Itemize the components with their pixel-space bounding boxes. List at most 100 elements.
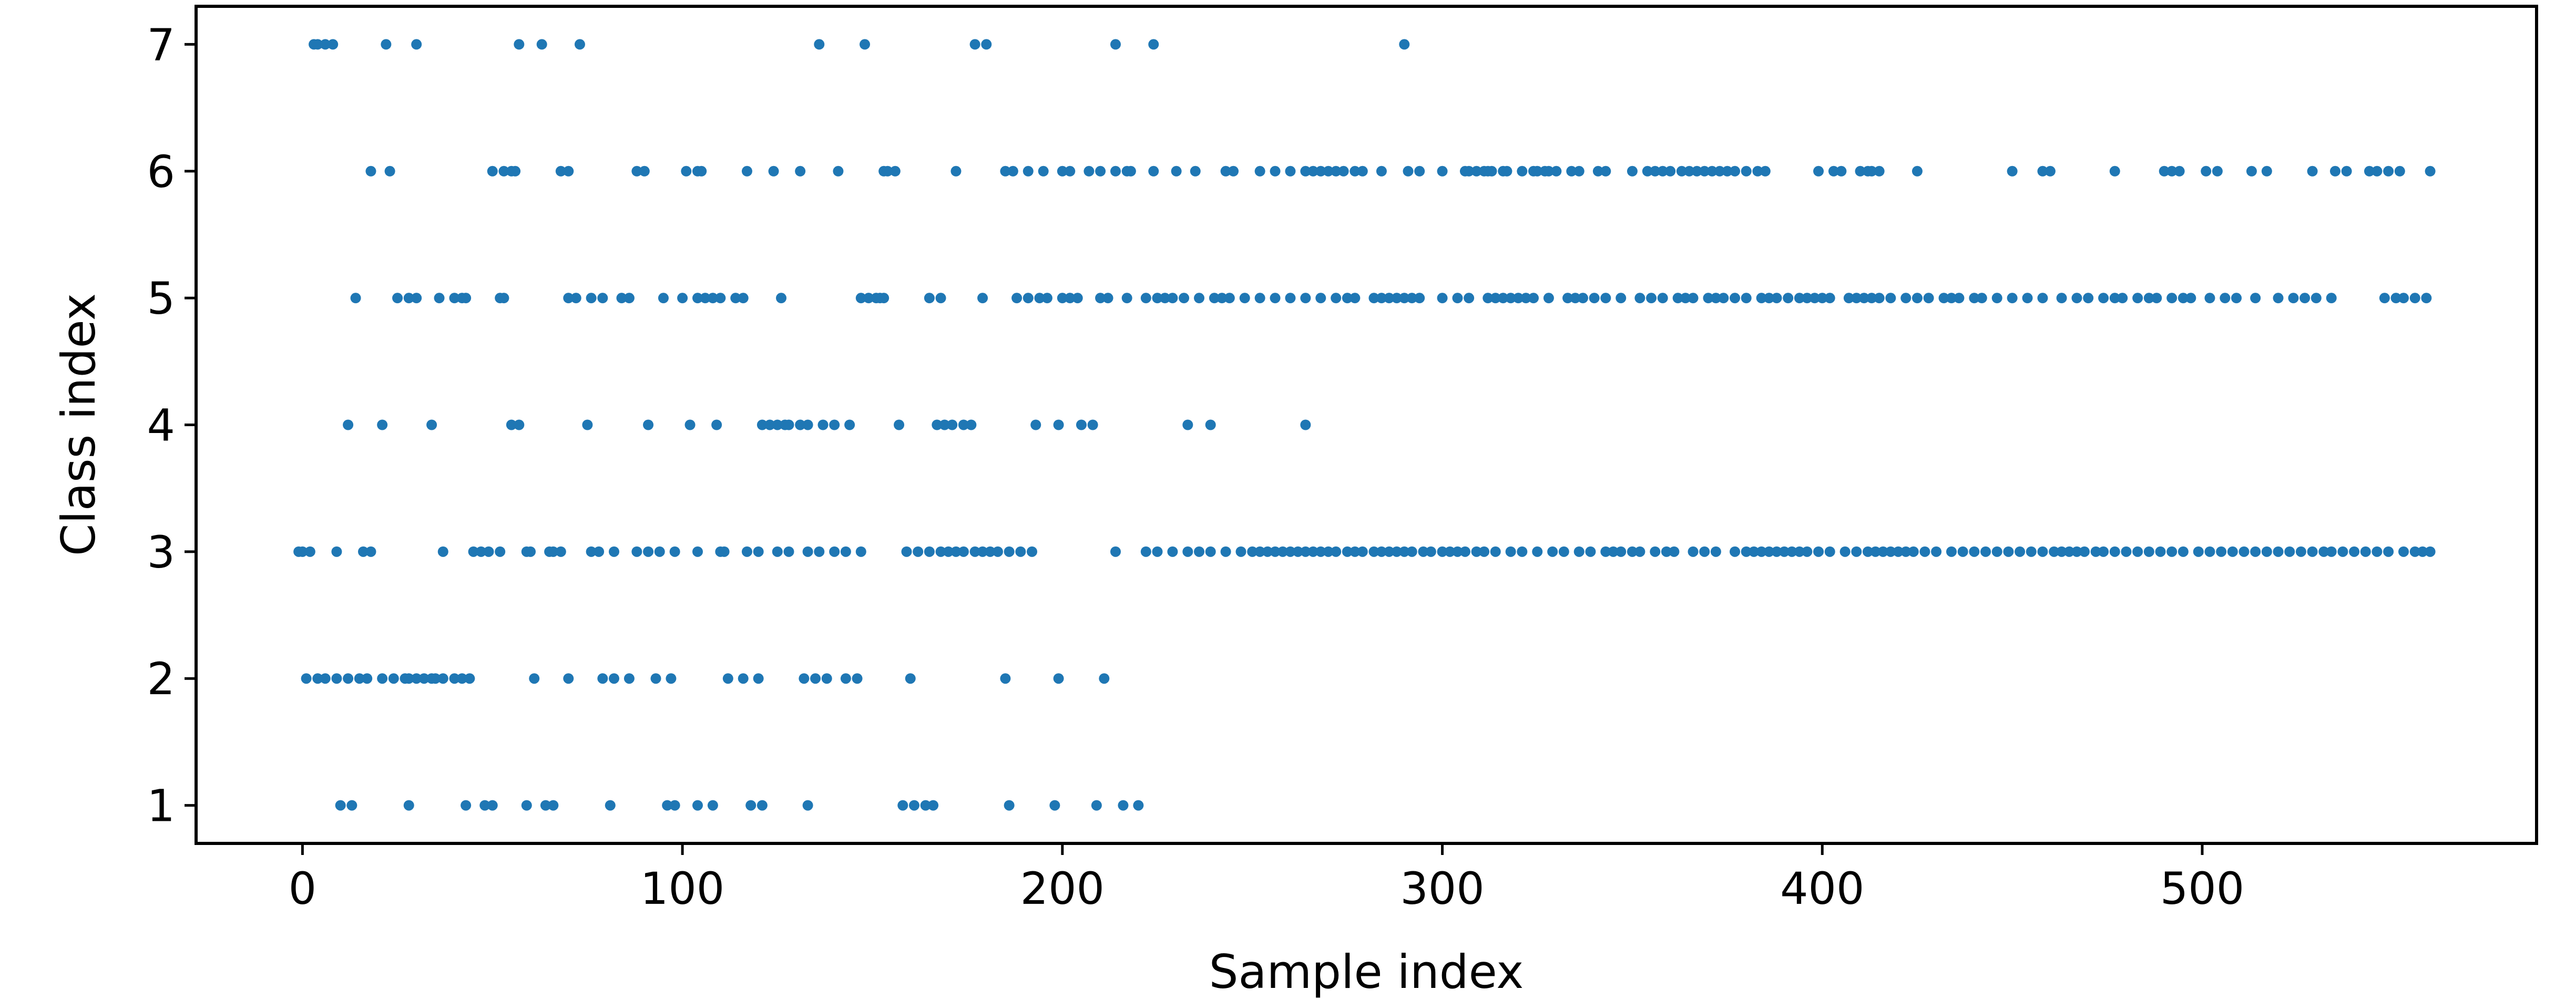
data-point-class-5	[855, 293, 866, 304]
data-point-class-3	[1140, 546, 1151, 557]
data-point-class-3	[1323, 546, 1334, 557]
data-point-class-1	[745, 800, 757, 811]
data-point-class-3	[1479, 546, 1490, 557]
data-point-class-5	[2398, 293, 2409, 304]
data-point-class-3	[525, 546, 536, 557]
data-point-class-5	[1976, 293, 1987, 304]
data-point-class-5	[1095, 293, 1106, 304]
data-point-class-5	[2185, 293, 2196, 304]
data-point-class-3	[2216, 546, 2227, 557]
data-point-class-5	[1954, 293, 1965, 304]
data-point-class-3	[1710, 546, 1721, 557]
data-point-class-3	[1254, 546, 1265, 557]
data-point-class-3	[594, 546, 605, 557]
data-point-class-3	[2238, 546, 2250, 557]
data-point-class-3	[840, 546, 851, 557]
data-point-class-5	[1376, 293, 1387, 304]
data-point-class-6	[1190, 166, 1201, 177]
data-point-class-5	[1672, 293, 1683, 304]
data-point-class-5	[1809, 293, 1820, 304]
data-point-class-3	[555, 546, 566, 557]
data-point-class-5	[1600, 293, 1611, 304]
data-point-class-3	[913, 546, 924, 557]
data-point-class-3	[548, 546, 559, 557]
data-point-class-6	[365, 166, 376, 177]
data-point-class-3	[1418, 546, 1429, 557]
data-point-class-3	[495, 546, 506, 557]
data-point-class-7	[981, 39, 992, 50]
data-point-class-5	[1152, 293, 1163, 304]
data-point-class-3	[1376, 546, 1387, 557]
data-point-class-1	[1049, 800, 1060, 811]
data-point-class-2	[1000, 673, 1011, 684]
data-point-class-5	[977, 293, 988, 304]
data-point-class-3	[1885, 546, 1896, 557]
data-point-class-5	[1851, 293, 1862, 304]
data-point-class-6	[1676, 166, 1687, 177]
data-point-class-4	[1300, 419, 1311, 430]
data-point-class-5	[616, 293, 627, 304]
data-point-class-6	[1650, 166, 1661, 177]
data-point-class-3	[669, 546, 680, 557]
data-point-class-3	[1331, 546, 1342, 557]
data-point-class-2	[456, 673, 467, 684]
data-point-class-4	[377, 419, 388, 430]
data-point-class-5	[878, 293, 890, 304]
data-point-class-6	[768, 166, 779, 177]
data-point-class-6	[1627, 166, 1638, 177]
data-point-class-4	[829, 419, 840, 430]
data-point-class-3	[1756, 546, 1767, 557]
data-point-class-5	[1391, 293, 1402, 304]
data-point-class-3	[1661, 546, 1672, 557]
data-point-class-5	[563, 293, 574, 304]
data-point-class-3	[365, 546, 376, 557]
data-point-class-4	[894, 419, 905, 430]
data-point-class-3	[586, 546, 597, 557]
data-point-class-5	[1969, 293, 1980, 304]
data-point-class-6	[1657, 166, 1668, 177]
data-point-class-5	[2109, 293, 2120, 304]
data-point-class-5	[403, 293, 414, 304]
data-point-class-5	[730, 293, 741, 304]
data-point-class-7	[411, 39, 422, 50]
data-point-class-6	[1866, 166, 1877, 177]
data-point-class-5	[498, 293, 509, 304]
data-point-class-4	[1076, 419, 1087, 430]
data-point-class-6	[2341, 166, 2352, 177]
data-point-class-6	[1471, 166, 1482, 177]
data-point-class-6	[2307, 166, 2318, 177]
data-point-class-6	[890, 166, 901, 177]
data-point-class-5	[2311, 293, 2322, 304]
data-point-class-3	[1779, 546, 1790, 557]
data-point-class-2	[650, 673, 661, 684]
data-point-class-7	[574, 39, 585, 50]
data-point-class-1	[346, 800, 357, 811]
y-tick-label: 5	[147, 273, 175, 324]
data-point-class-6	[1642, 166, 1653, 177]
data-point-class-3	[2371, 546, 2383, 557]
data-point-class-3	[1517, 546, 1528, 557]
data-point-class-3	[1307, 546, 1318, 557]
data-point-class-6	[1254, 166, 1265, 177]
data-point-class-3	[1471, 546, 1482, 557]
data-point-class-4	[426, 419, 437, 430]
data-point-class-6	[1403, 166, 1414, 177]
data-point-class-2	[418, 673, 430, 684]
data-point-class-4	[757, 419, 768, 430]
data-point-class-3	[2204, 546, 2215, 557]
data-point-class-5	[1452, 293, 1463, 304]
data-point-class-1	[540, 800, 551, 811]
data-point-class-3	[2109, 546, 2120, 557]
data-point-class-3	[741, 546, 752, 557]
data-point-class-3	[1600, 546, 1611, 557]
data-point-class-6	[1307, 166, 1318, 177]
data-point-class-3	[1627, 546, 1638, 557]
data-point-class-6	[1110, 166, 1121, 177]
data-point-class-3	[2026, 546, 2037, 557]
data-point-class-5	[2056, 293, 2067, 304]
data-point-class-5	[2220, 293, 2231, 304]
data-point-class-6	[1323, 166, 1334, 177]
data-point-class-3	[2284, 546, 2295, 557]
data-point-class-3	[2417, 546, 2428, 557]
data-point-class-6	[2246, 166, 2257, 177]
